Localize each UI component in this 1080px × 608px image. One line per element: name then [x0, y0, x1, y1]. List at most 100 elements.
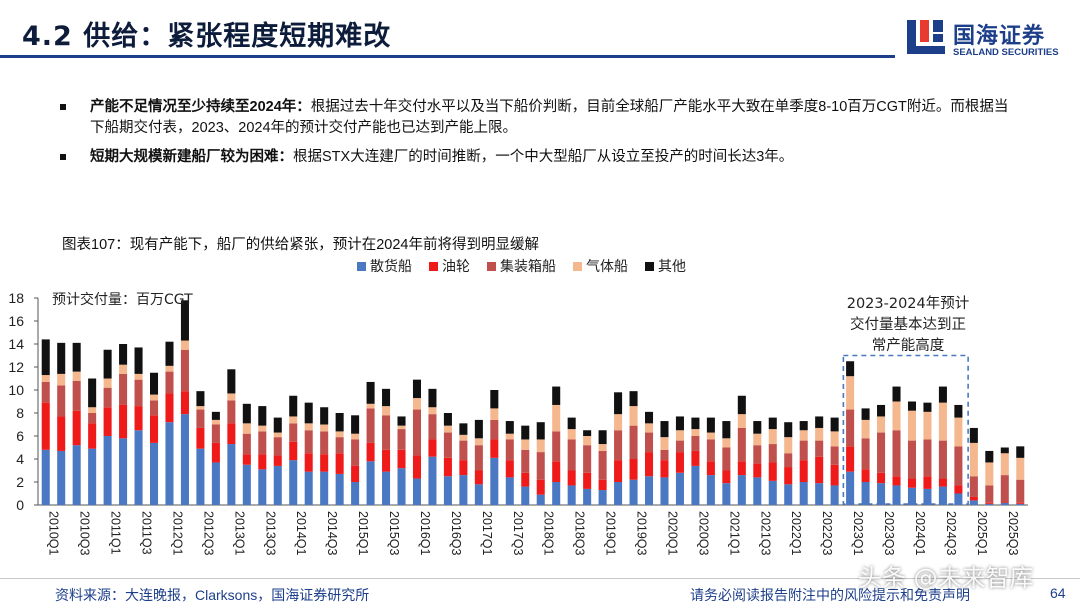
bar-segment	[583, 430, 592, 436]
bar-segment	[907, 401, 917, 411]
bar-segment	[799, 421, 808, 431]
bar-segment	[907, 440, 917, 479]
bar-segment	[289, 460, 298, 505]
bar-segment	[722, 447, 731, 471]
bar-segment	[366, 403, 375, 409]
bar-segment	[351, 415, 360, 434]
bar-segment	[552, 461, 561, 482]
bullet-marker	[60, 154, 66, 160]
x-tick-label: 2017Q1	[480, 511, 494, 556]
bar-segment	[1016, 503, 1025, 505]
bar-segment	[490, 439, 499, 458]
bar-segment	[443, 476, 452, 505]
bar-segment	[938, 440, 947, 479]
bullet-heading: 短期大规模新建船厂较为困难：	[90, 149, 293, 165]
annotation-text: 2023-2024年预计	[847, 295, 970, 312]
bar-segment	[1016, 457, 1025, 480]
bar-segment	[397, 416, 406, 426]
bar-segment	[149, 415, 159, 443]
bar-segment	[923, 488, 932, 505]
bar-segment	[892, 485, 901, 505]
bar-segment	[830, 446, 839, 465]
bar-segment	[598, 490, 607, 505]
x-tick-label: 2021Q3	[758, 511, 772, 556]
bar-segment	[180, 391, 189, 415]
bar-segment	[614, 460, 623, 482]
bar-segment	[335, 431, 344, 438]
bar-segment	[675, 472, 684, 505]
y-tick-label: 8	[16, 405, 24, 421]
bar-segment	[644, 411, 654, 424]
bar-segment	[985, 485, 994, 503]
bar-segment	[397, 425, 406, 430]
bar-segment	[490, 408, 499, 420]
x-tick-label: 2010Q3	[78, 511, 92, 556]
bar-segment	[846, 446, 855, 472]
x-tick-label: 2015Q3	[387, 511, 401, 556]
bar-segment	[722, 438, 731, 448]
x-tick-label: 2021Q1	[727, 511, 741, 556]
bar-segment	[737, 427, 746, 462]
bar-segment	[1000, 502, 1009, 505]
title-divider	[0, 55, 895, 58]
bar-segment	[428, 407, 437, 415]
bullet-item: 短期大规模新建船厂较为困难：根据STX大连建厂的时间推断，一个中大型船厂从设立至…	[60, 147, 1020, 168]
bar-segment	[768, 462, 777, 481]
x-tick-label: 2016Q3	[449, 511, 463, 556]
bar-segment	[830, 417, 839, 432]
bar-segment	[88, 407, 97, 413]
bar-segment	[629, 479, 638, 505]
y-tick-label: 4	[16, 451, 24, 467]
bar-segment	[180, 340, 189, 350]
bar-segment	[72, 371, 81, 381]
bar-segment	[861, 438, 870, 470]
bar-segment	[412, 409, 422, 456]
bar-segment	[382, 415, 391, 450]
bar-segment	[149, 442, 159, 505]
bar-segment	[815, 483, 824, 505]
bar-segment	[72, 445, 81, 505]
bar-segment	[335, 473, 344, 505]
x-tick-label: 2025Q1	[975, 511, 989, 556]
bar-segment	[583, 472, 592, 489]
bar-segment	[211, 442, 220, 463]
bar-segment	[227, 369, 236, 394]
legend-swatch	[487, 262, 496, 271]
bar-segment	[412, 379, 422, 399]
bar-segment	[505, 433, 514, 440]
bar-segment	[304, 402, 313, 424]
bar-segment	[784, 437, 793, 454]
bar-segment	[443, 432, 452, 458]
bar-segment	[180, 414, 189, 505]
bar-segment	[459, 423, 468, 435]
legend-label: 油轮	[442, 259, 470, 275]
bar-segment	[846, 409, 855, 447]
bar-segment	[103, 387, 112, 408]
bar-segment	[877, 404, 886, 417]
bar-segment	[88, 448, 97, 505]
bar-segment	[72, 380, 81, 411]
bar-segment	[985, 502, 994, 504]
bar-segment	[691, 436, 700, 451]
bar-segment	[737, 461, 746, 476]
legend-swatch	[429, 262, 438, 271]
bar-segment	[815, 427, 824, 441]
bar-segment	[644, 452, 654, 477]
bar-segment	[938, 486, 947, 505]
stacked-bar-chart: 0 2 4 6 8 10 12 14 16 18 2010Q1 2010Q3 2011Q1 2011Q3 2…	[8, 258, 1028, 556]
bar-segment	[536, 494, 545, 505]
bar-segment	[119, 364, 128, 374]
bar-segment	[722, 421, 731, 439]
bar-segment	[768, 429, 777, 445]
bar-segment	[320, 471, 329, 505]
bar-segment	[567, 417, 576, 430]
y-tick-label: 12	[8, 359, 24, 375]
bar-segment	[474, 445, 483, 471]
x-tick-label: 2022Q1	[789, 511, 803, 556]
bar-segment	[490, 390, 499, 409]
bar-segment	[258, 406, 267, 426]
bar-segment	[258, 454, 267, 470]
bar-segment	[753, 433, 762, 446]
bullet-list: 产能不足情况至少持续至2024年：根据过去十年交付水平以及当下船价判断，目前全球…	[60, 97, 1020, 176]
bar-segment	[644, 432, 654, 453]
